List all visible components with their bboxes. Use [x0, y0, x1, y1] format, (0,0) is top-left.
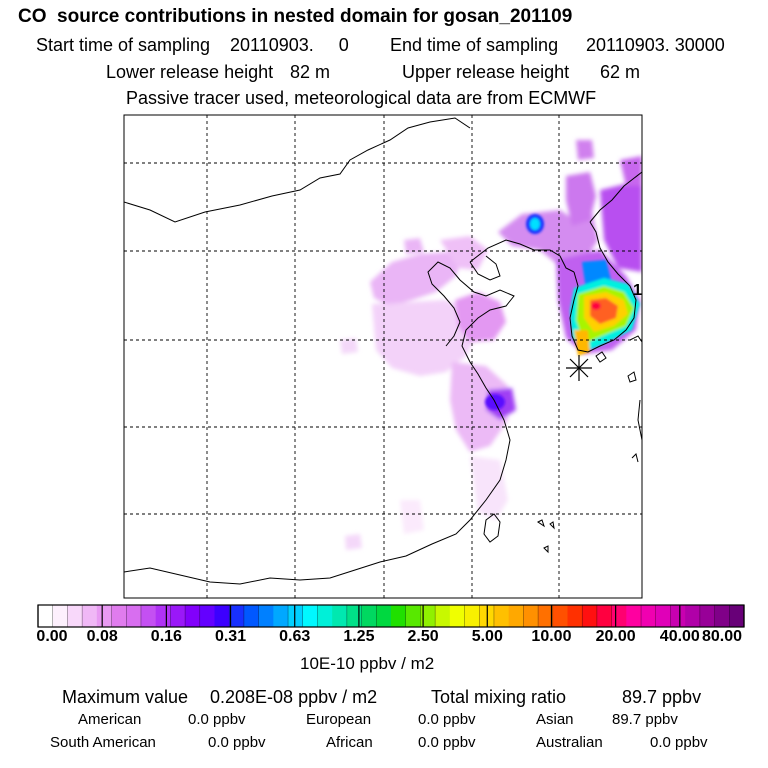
colorbar-tick-label: 0.16 — [150, 628, 182, 645]
colorbar-cell — [464, 605, 480, 627]
colorbar-cell — [229, 605, 245, 627]
colorbar-cell — [199, 605, 215, 627]
start-time-value: 20110903. 0 — [230, 35, 349, 55]
colorbar-cell — [405, 605, 421, 627]
colorbar-cell — [685, 605, 701, 627]
colorbar — [37, 605, 745, 627]
colorbar-cell — [126, 605, 142, 627]
region-value: 0.0 ppbv — [650, 734, 708, 751]
colorbar-tick-label: 1.25 — [343, 628, 375, 645]
colorbar-cell — [258, 605, 274, 627]
colorbar-cell — [729, 605, 745, 627]
colorbar-tick-label: 20.00 — [595, 628, 636, 645]
colorbar-cell — [376, 605, 392, 627]
colorbar-unit: 10E-10 ppbv / m2 — [300, 654, 435, 673]
colorbar-cell — [699, 605, 715, 627]
colorbar-cell — [288, 605, 304, 627]
colorbar-cell — [391, 605, 407, 627]
total-mixing-label: Total mixing ratio — [431, 687, 567, 707]
colorbar-tick-label: 0.31 — [214, 628, 247, 645]
colorbar-cell — [435, 605, 451, 627]
colorbar-cell — [214, 605, 230, 627]
colorbar-tick-label: 0.63 — [279, 628, 311, 645]
total-mixing-value: 89.7 ppbv — [622, 687, 702, 707]
colorbar-cell — [538, 605, 554, 627]
lower-height-value: 82 m — [290, 62, 331, 82]
colorbar-cell — [67, 605, 83, 627]
colorbar-cell — [523, 605, 539, 627]
colorbar-cell — [346, 605, 362, 627]
colorbar-cell — [567, 605, 583, 627]
region-name: European — [306, 711, 372, 728]
region-name: Australian — [536, 734, 603, 751]
colorbar-cell — [655, 605, 671, 627]
colorbar-tick-label: 2.50 — [407, 628, 439, 645]
colorbar-tick-label: 5.00 — [471, 628, 503, 645]
region-value: 0.0 ppbv — [208, 734, 266, 751]
graticule — [124, 115, 642, 598]
colorbar-cell — [420, 605, 436, 627]
colorbar-tick-label: 10.00 — [531, 628, 572, 645]
colorbar-cell — [670, 605, 686, 627]
end-time-label: End time of sampling — [390, 35, 559, 55]
colorbar-cell — [82, 605, 98, 627]
colorbar-cell — [38, 605, 54, 627]
colorbar-cell — [552, 605, 568, 627]
colorbar-cell — [582, 605, 598, 627]
lower-height-label: Lower release height — [106, 62, 274, 82]
upper-height-label: Upper release height — [402, 62, 570, 82]
region-value: 0.0 ppbv — [188, 711, 246, 728]
colorbar-tick-label: 0.00 — [36, 628, 68, 645]
colorbar-cell — [273, 605, 289, 627]
colorbar-cell — [596, 605, 613, 627]
colorbar-tick-label: 0.08 — [86, 628, 118, 645]
region-name: African — [326, 734, 373, 751]
colorbar-cell — [140, 605, 157, 627]
colorbar-cell — [361, 605, 377, 627]
start-time-label: Start time of sampling — [36, 35, 211, 55]
chart-title: CO source contributions in nested domain… — [18, 6, 573, 27]
max-value: 0.208E-08 ppbv / m2 — [210, 687, 378, 707]
receptor-marker — [566, 355, 592, 381]
colorbar-cell — [641, 605, 657, 627]
map-frame — [123, 114, 643, 599]
marker-label: 1 — [633, 282, 642, 299]
colorbar-cell — [155, 605, 171, 627]
region-name: South American — [50, 734, 156, 751]
colorbar-cell — [449, 605, 465, 627]
upper-height-value: 62 m — [600, 62, 641, 82]
coastlines — [124, 117, 642, 598]
region-name: Asian — [536, 711, 574, 728]
colorbar-cell — [611, 605, 627, 627]
region-value: 0.0 ppbv — [418, 734, 476, 751]
end-time-value: 20110903. 30000 — [586, 35, 725, 55]
max-value-label: Maximum value — [62, 687, 189, 707]
region-value: 89.7 ppbv — [612, 711, 678, 728]
region-name: American — [78, 711, 142, 728]
colorbar-tick-label: 40.00 — [659, 628, 700, 645]
info-line: Passive tracer used, meteorological data… — [126, 88, 597, 108]
colorbar-cell — [111, 605, 127, 627]
colorbar-frame — [37, 604, 745, 628]
colorbar-cell — [317, 605, 333, 627]
colorbar-cell — [626, 605, 642, 627]
colorbar-cell — [493, 605, 510, 627]
colorbar-cell — [714, 605, 730, 627]
colorbar-cell — [96, 605, 112, 627]
colorbar-cell — [508, 605, 524, 627]
colorbar-cell — [243, 605, 260, 627]
region-value: 0.0 ppbv — [418, 711, 476, 728]
colorbar-cell — [170, 605, 186, 627]
colorbar-cell — [52, 605, 68, 627]
colorbar-cell — [332, 605, 348, 627]
colorbar-cell — [302, 605, 318, 627]
colorbar-cell — [185, 605, 201, 627]
colorbar-tick-label: 80.00 — [701, 628, 743, 645]
